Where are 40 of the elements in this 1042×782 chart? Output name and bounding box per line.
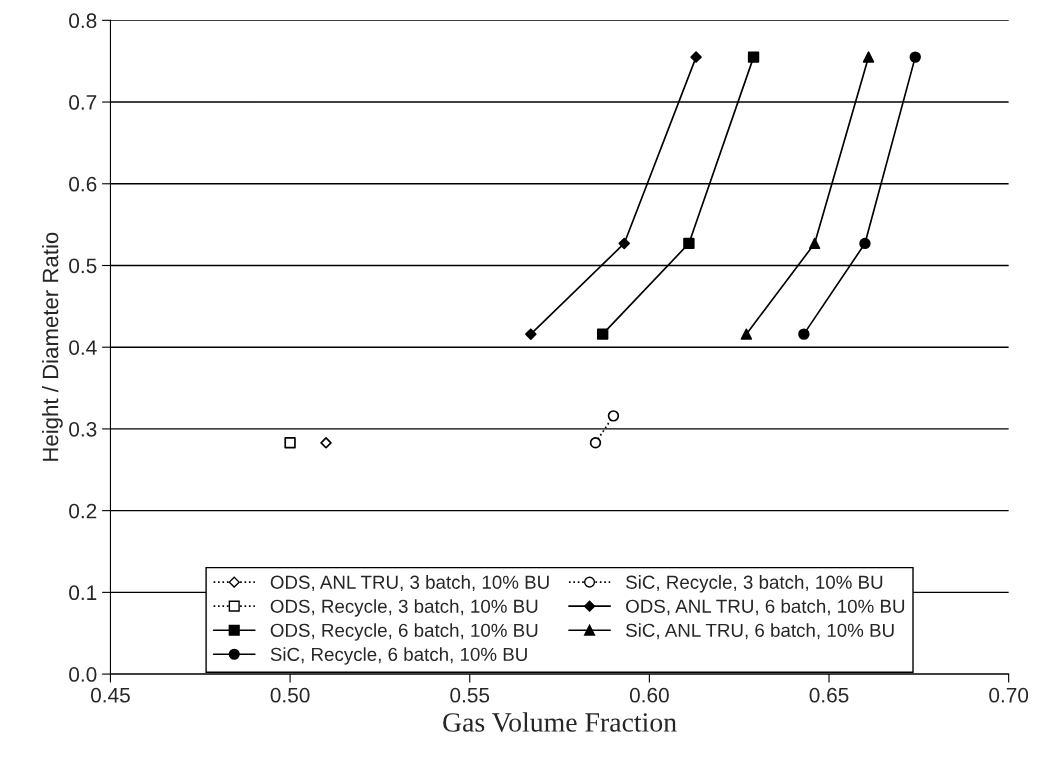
y-tick-label: 0.8 <box>69 13 97 29</box>
y-axis-title: Height / Diameter Ratio <box>42 232 63 461</box>
point <box>859 237 871 250</box>
y-tick-label: 0.6 <box>69 176 97 192</box>
x-tick-label: 0.70 <box>989 687 1029 703</box>
legend-label: ODS, ANL TRU, 3 batch, 10% BU <box>270 575 549 592</box>
y-tick-label: 0.3 <box>69 421 97 437</box>
y-tick-label: 0.1 <box>69 585 97 601</box>
point <box>740 328 753 340</box>
x-tick-label: 0.65 <box>809 687 849 703</box>
point <box>798 328 810 340</box>
y-tick-label: 0.2 <box>69 503 97 519</box>
y-tick-label: 0.7 <box>69 95 97 110</box>
point <box>909 51 921 63</box>
legend-label: SiC, Recycle, 3 batch, 10% BU <box>626 575 883 593</box>
point <box>747 51 760 63</box>
point <box>690 51 702 63</box>
point <box>808 237 821 250</box>
legend-label: SiC, Recycle, 6 batch, 10% BU <box>270 647 527 665</box>
y-tick-label: 0.5 <box>69 258 97 274</box>
x-tick-label: 0.50 <box>270 687 310 703</box>
point <box>596 328 609 340</box>
legend-label: ODS, ANL TRU, 6 batch, 10% BU <box>626 599 905 616</box>
legend-label: ODS, Recycle, 3 batch, 10% BU <box>270 599 538 617</box>
y-tick-label: 0.0 <box>69 667 97 682</box>
x-tick-label: 0.55 <box>450 687 490 703</box>
point <box>607 410 620 422</box>
x-tick-label: 0.45 <box>90 687 130 703</box>
x-tick-label: 0.60 <box>629 687 669 703</box>
legend-label: SiC, ANL TRU, 6 batch, 10% BU <box>626 623 894 640</box>
point <box>525 328 537 340</box>
legend-label: ODS, Recycle, 6 batch, 10% BU <box>270 623 538 641</box>
point <box>589 437 602 449</box>
point <box>683 237 695 250</box>
y-tick-label: 0.4 <box>69 340 97 355</box>
point <box>284 437 296 449</box>
point <box>862 51 875 63</box>
point <box>320 437 332 449</box>
point <box>618 237 630 250</box>
x-axis-title: Gas Volume Fraction <box>443 712 677 732</box>
